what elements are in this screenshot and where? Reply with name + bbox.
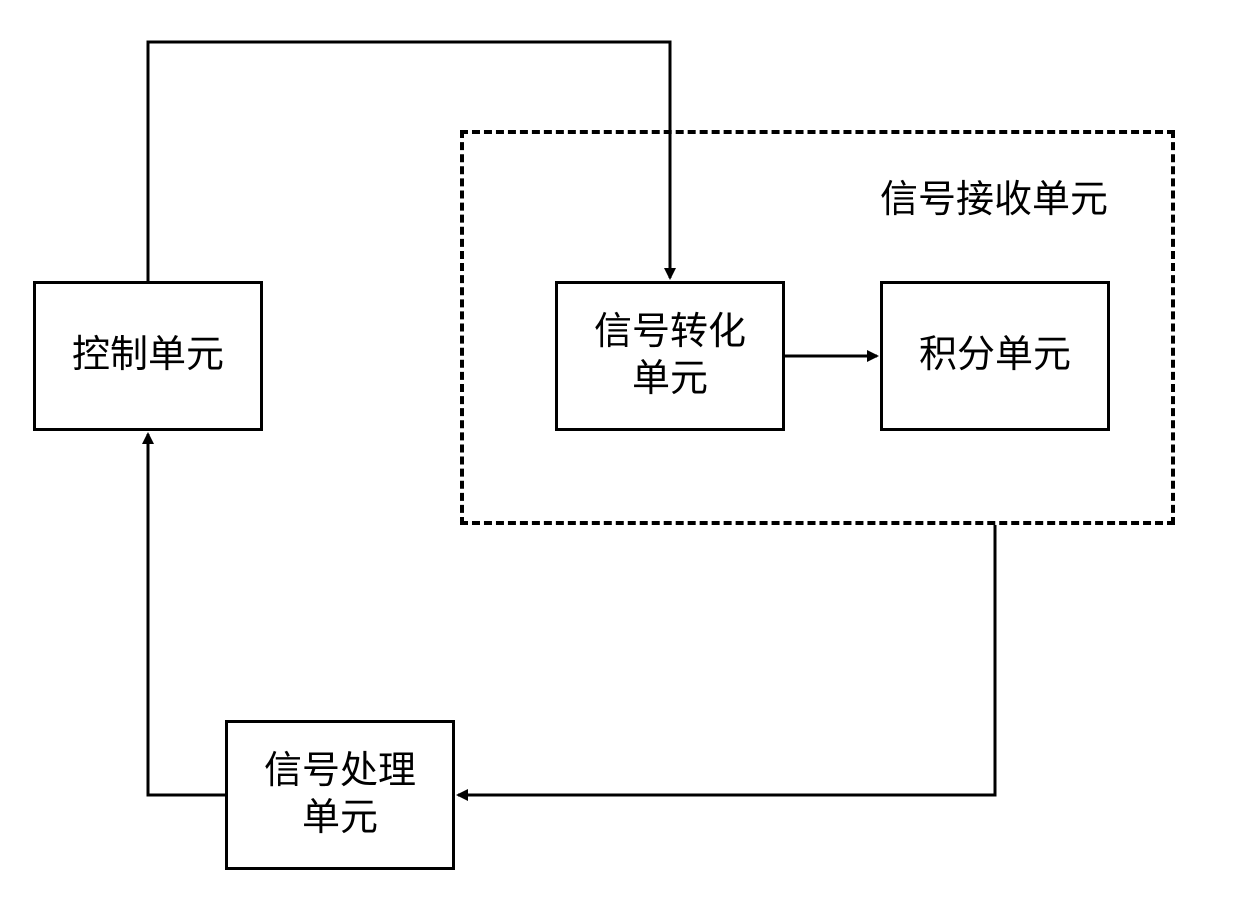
signal-process-label: 信号处理单元 xyxy=(264,748,416,843)
edge-receive-to-process xyxy=(458,525,995,795)
integrate-unit-box: 积分单元 xyxy=(880,281,1110,431)
integrate-unit-label: 积分单元 xyxy=(919,332,1071,380)
signal-receive-group-label: 信号接收单元 xyxy=(880,168,1108,223)
signal-convert-box: 信号转化单元 xyxy=(555,281,785,431)
control-unit-box: 控制单元 xyxy=(33,281,263,431)
control-unit-label: 控制单元 xyxy=(72,332,224,380)
signal-process-box: 信号处理单元 xyxy=(225,720,455,870)
edge-process-to-control xyxy=(148,434,225,795)
signal-convert-label: 信号转化单元 xyxy=(594,309,746,404)
